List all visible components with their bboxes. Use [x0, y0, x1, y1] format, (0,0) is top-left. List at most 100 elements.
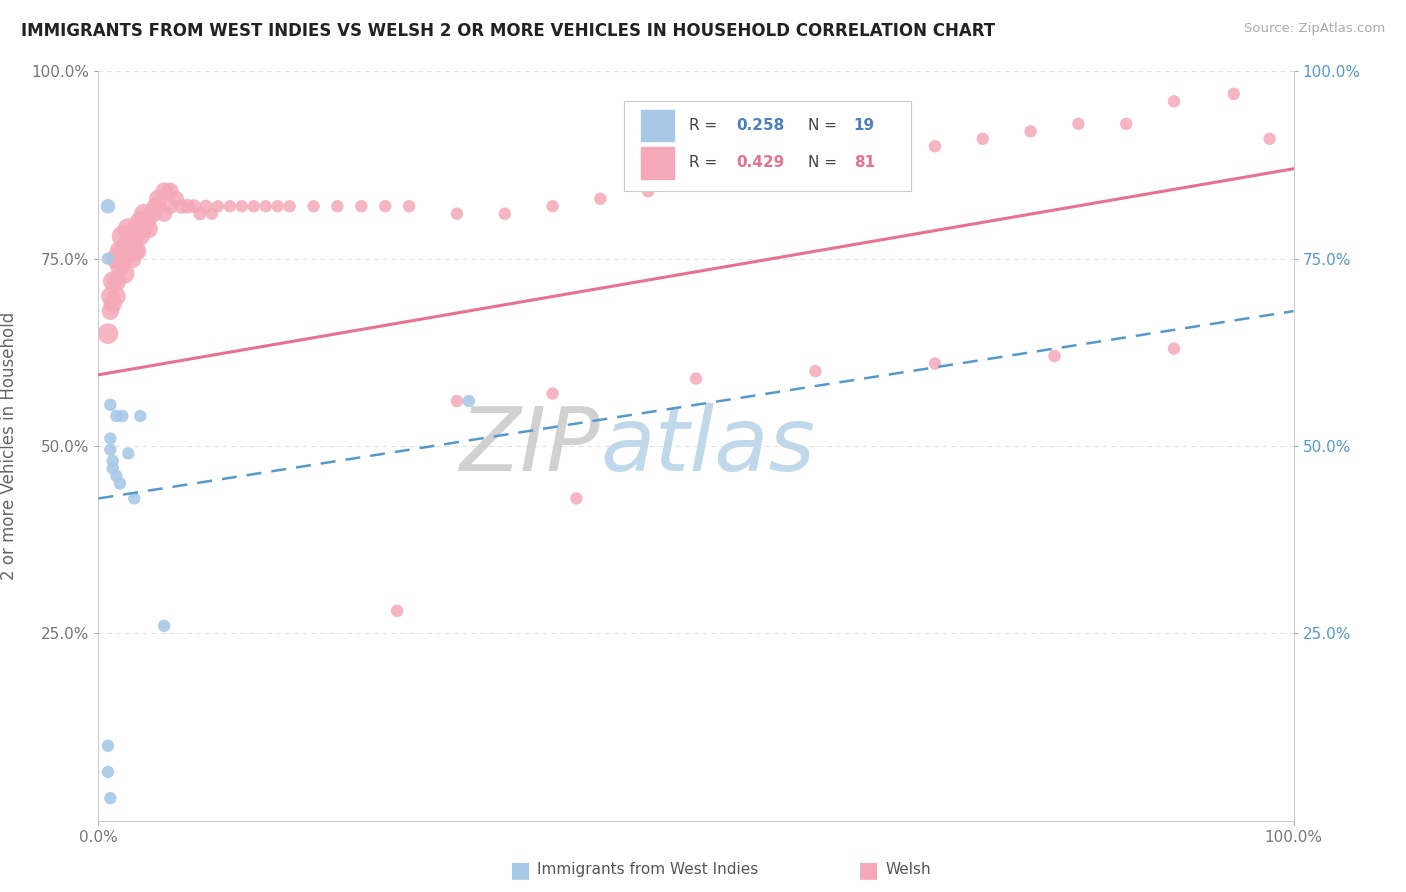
Point	[1115, 117, 1137, 131]
Point	[153, 207, 176, 221]
Point	[114, 267, 136, 281]
Point	[105, 274, 128, 288]
Point	[98, 432, 122, 446]
Point	[254, 199, 277, 213]
Point	[111, 252, 134, 266]
Text: Welsh: Welsh	[886, 863, 931, 877]
Point	[101, 454, 124, 468]
Point	[183, 199, 205, 213]
Point	[1043, 349, 1066, 363]
Point	[565, 491, 588, 506]
Point	[1223, 87, 1246, 101]
Bar	[641, 110, 675, 141]
Point	[124, 229, 146, 244]
Point	[243, 199, 266, 213]
Point	[101, 296, 124, 310]
Text: Immigrants from West Indies: Immigrants from West Indies	[537, 863, 758, 877]
Point	[138, 221, 160, 235]
Text: R =: R =	[689, 155, 721, 170]
Point	[98, 289, 122, 303]
Point	[278, 199, 301, 213]
Point	[125, 221, 148, 235]
Point	[132, 221, 155, 235]
Point	[125, 244, 148, 259]
Point	[302, 199, 325, 213]
Point	[398, 199, 420, 213]
Point	[117, 221, 139, 235]
Point	[446, 207, 468, 221]
Point	[267, 199, 290, 213]
Point	[924, 357, 946, 371]
Text: 0.429: 0.429	[737, 155, 785, 170]
Point	[105, 409, 128, 423]
Point	[105, 469, 128, 483]
Point	[97, 739, 120, 753]
Text: 81: 81	[853, 155, 875, 170]
Point	[124, 244, 146, 259]
Text: ■: ■	[510, 860, 530, 880]
Point	[1163, 342, 1185, 356]
Point	[804, 364, 827, 378]
Point	[108, 259, 131, 273]
Bar	[641, 147, 675, 178]
Point	[589, 192, 612, 206]
Point	[105, 252, 128, 266]
Text: Source: ZipAtlas.com: Source: ZipAtlas.com	[1244, 22, 1385, 36]
Point	[121, 236, 143, 251]
Point	[108, 244, 131, 259]
Point	[129, 409, 152, 423]
Text: 0.258: 0.258	[737, 118, 785, 133]
Point	[924, 139, 946, 153]
Point	[188, 207, 211, 221]
Point	[326, 199, 349, 213]
Point	[101, 461, 124, 475]
Point	[207, 199, 229, 213]
Point	[1163, 95, 1185, 109]
Text: N =: N =	[808, 118, 842, 133]
Text: R =: R =	[689, 118, 721, 133]
Point	[541, 199, 564, 213]
Text: IMMIGRANTS FROM WEST INDIES VS WELSH 2 OR MORE VEHICLES IN HOUSEHOLD CORRELATION: IMMIGRANTS FROM WEST INDIES VS WELSH 2 O…	[21, 22, 995, 40]
FancyBboxPatch shape	[624, 102, 911, 191]
Point	[132, 207, 155, 221]
Point	[97, 326, 120, 341]
Point	[385, 604, 409, 618]
Point	[876, 146, 898, 161]
Point	[145, 199, 167, 213]
Point	[114, 244, 136, 259]
Point	[159, 184, 181, 198]
Point	[458, 394, 481, 409]
Text: N =: N =	[808, 155, 842, 170]
Point	[111, 409, 134, 423]
Point	[135, 214, 157, 228]
Point	[231, 199, 253, 213]
Point	[195, 199, 218, 213]
Point	[101, 274, 124, 288]
Text: 19: 19	[853, 118, 875, 133]
Point	[374, 199, 396, 213]
Point	[1258, 132, 1281, 146]
Point	[97, 199, 120, 213]
Point	[153, 184, 176, 198]
Point	[828, 154, 851, 169]
Point	[541, 386, 564, 401]
Point	[972, 132, 994, 146]
Point	[350, 199, 373, 213]
Point	[685, 177, 707, 191]
Point	[1067, 117, 1090, 131]
Point	[177, 199, 200, 213]
Text: atlas: atlas	[600, 403, 815, 489]
Point	[494, 207, 516, 221]
Point	[98, 304, 122, 318]
Text: ■: ■	[859, 860, 879, 880]
Point	[117, 446, 139, 460]
Point	[733, 169, 755, 184]
Point	[172, 199, 194, 213]
Point	[219, 199, 242, 213]
Point	[165, 192, 187, 206]
Point	[98, 442, 122, 457]
Point	[97, 252, 120, 266]
Point	[97, 764, 120, 779]
Point	[98, 791, 122, 805]
Point	[129, 229, 152, 244]
